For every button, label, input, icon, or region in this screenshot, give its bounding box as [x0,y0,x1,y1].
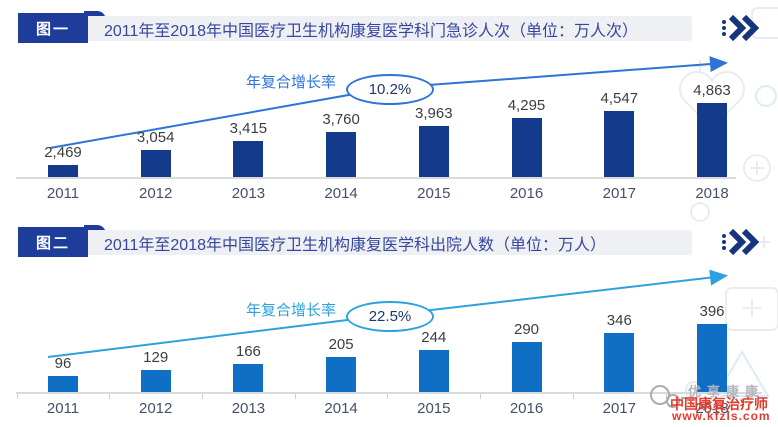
bar-value-label: 244 [421,329,447,347]
x-axis-label: 2014 [324,185,358,202]
x-axis-label: 2016 [509,185,544,202]
figure-1-tag: 图一 [18,13,88,43]
bar-value-label: 346 [606,311,632,329]
bar-value-label: 2,469 [44,143,82,161]
x-axis-label: 2014 [324,400,358,417]
watermark-url: www.kfzls.com [672,409,771,423]
figure-2-title: 2011年至2018年中国医疗卫生机构康复医学科出院人数（单位：万人） [104,236,607,254]
bar-value-label: 3,415 [229,119,268,137]
double-chevron-icon [722,228,760,256]
x-axis-label: 2011 [46,400,80,417]
bar-2018 [697,324,727,392]
axis-tick [294,394,296,399]
bar-2013 [233,363,264,392]
bar-value-label: 4,547 [600,90,639,108]
watermark-site-name: 中国康复治疗师 [670,396,768,412]
figure-1-title: 2011年至2018年中国医疗卫生机构康复医学科门急诊人次（单位：万人次） [104,22,639,40]
bar-2011 [48,375,78,392]
cagr-value-callout: 22.5% [346,301,434,332]
x-axis-label: 2013 [231,400,266,417]
bar-2013 [233,140,264,177]
x-axis-line [16,177,736,179]
axis-tick [758,394,760,399]
bar-2015 [418,350,449,392]
bar-value-label: 3,054 [136,128,175,146]
bar-value-label: 3,760 [322,110,360,128]
cagr-label: 年复合增长率 [246,302,337,319]
double-chevron-icon [722,14,760,42]
x-axis-label: 2017 [602,185,636,202]
figure-2-tag: 图二 [18,227,88,257]
bar-2012 [140,149,171,177]
x-axis-label: 2018 [695,400,729,417]
x-axis-label: 2015 [417,400,451,417]
bar-value-label: 4,863 [693,82,731,100]
bar-2016 [511,342,542,392]
x-axis-label: 2012 [139,400,173,417]
bar-value-label: 166 [235,342,261,360]
bar-2017 [604,111,635,177]
x-axis-label: 2018 [695,185,729,202]
figure-1: 图一 2011年至2018年中国医疗卫生机构康复医学科门急诊人次（单位：万人次）… [16,11,760,202]
bar-value-label: 129 [143,348,169,366]
bar-value-label: 290 [513,321,540,339]
watermark-brand: 优享康康 [688,384,765,399]
bar-2011 [48,164,78,177]
bar-value-label: 3,963 [415,105,453,123]
axis-tick [480,394,482,399]
x-axis-label: 2013 [231,185,266,202]
axis-tick [387,394,389,399]
axis-tick [202,394,203,399]
axis-tick [665,394,667,399]
bar-2018 [697,103,727,177]
cagr-value-callout: 10.2% [346,74,434,105]
bar-2017 [604,332,635,392]
x-axis-label: 2017 [602,400,636,417]
bar-value-label: 205 [328,335,354,353]
axis-tick [572,394,574,399]
watermark: 优享康康 中国康复治疗师 www.kfzls.com [648,378,778,427]
axis-tick [109,394,111,399]
cagr-label: 年复合增长率 [246,74,337,91]
figure-2-title-bar: 2011年至2018年中国医疗卫生机构康复医学科出院人数（单位：万人） [80,230,692,255]
bar-2014 [326,356,357,392]
bar-2015 [418,126,449,177]
axis-tick [16,394,18,399]
bar-2014 [326,131,357,177]
x-axis-label: 2011 [46,185,80,202]
bar-2012 [140,369,171,392]
x-axis-label: 2015 [417,185,451,202]
x-axis-line [16,392,762,394]
x-axis-label: 2012 [139,185,173,202]
bar-2016 [511,117,542,177]
x-axis-label: 2016 [509,400,544,417]
bar-value-label: 396 [699,303,725,320]
watermark-logo-icon [650,385,687,408]
bar-value-label: 4,295 [507,96,546,114]
figure-1-title-bar: 2011年至2018年中国医疗卫生机构康复医学科门急诊人次（单位：万人次） [80,16,692,41]
bar-value-label: 96 [54,354,72,372]
